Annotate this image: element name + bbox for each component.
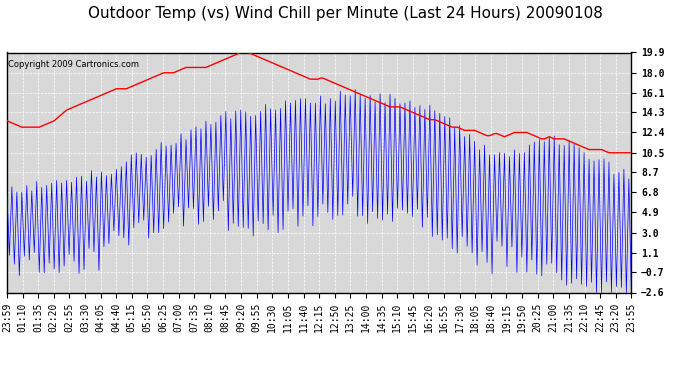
Text: Outdoor Temp (vs) Wind Chill per Minute (Last 24 Hours) 20090108: Outdoor Temp (vs) Wind Chill per Minute … (88, 6, 602, 21)
Text: Copyright 2009 Cartronics.com: Copyright 2009 Cartronics.com (8, 60, 139, 69)
